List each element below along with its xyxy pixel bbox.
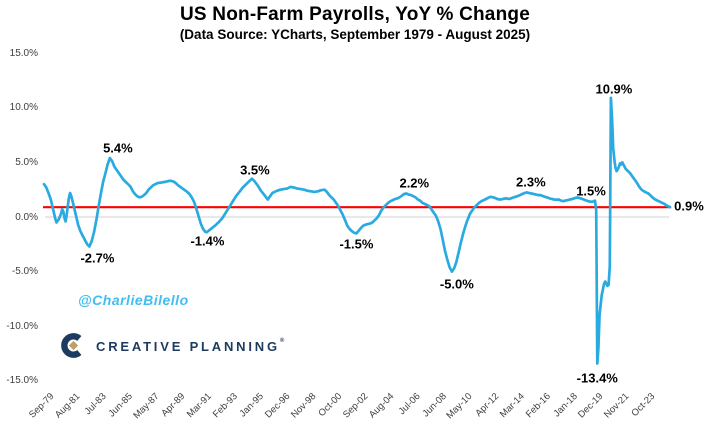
chart-title: US Non-Farm Payrolls, YoY % Change bbox=[180, 4, 530, 25]
annotation-label: 2.2% bbox=[399, 175, 430, 191]
annotation-label: 0.9% bbox=[674, 198, 704, 214]
annotation-label: -13.4% bbox=[576, 370, 618, 386]
creative-planning-logo: CREATIVE PLANNING® bbox=[60, 332, 284, 359]
y-tick-label: 5.0% bbox=[15, 156, 38, 168]
annotation-label: -1.4% bbox=[190, 233, 225, 249]
y-tick-label: 10.0% bbox=[9, 102, 38, 114]
logo-trademark: ® bbox=[279, 337, 285, 344]
creative-planning-icon bbox=[61, 333, 82, 358]
y-tick-label: -10.0% bbox=[6, 320, 38, 332]
chart-subtitle: (Data Source: YCharts, September 1979 - … bbox=[179, 27, 531, 42]
y-tick-label: 15.0% bbox=[9, 47, 38, 59]
annotation-label: -1.5% bbox=[339, 236, 374, 252]
annotation-label: 3.5% bbox=[240, 162, 270, 178]
y-tick-label: -5.0% bbox=[11, 266, 38, 278]
watermark: @CharlieBilello bbox=[78, 292, 189, 308]
annotation-label: -5.0% bbox=[439, 276, 474, 292]
annotation-label: -2.7% bbox=[80, 250, 115, 265]
y-tick-label: 0.0% bbox=[15, 211, 38, 223]
annotation-label: 5.4% bbox=[103, 140, 133, 156]
logo-text: CREATIVE PLANNING® bbox=[96, 337, 285, 354]
payrolls-line-series bbox=[42, 96, 672, 365]
y-tick-label: -15.0% bbox=[6, 375, 38, 387]
annotation-label: 1.5% bbox=[576, 183, 606, 199]
annotation-label: 2.3% bbox=[516, 174, 546, 190]
annotation-label: 10.9% bbox=[595, 81, 633, 97]
